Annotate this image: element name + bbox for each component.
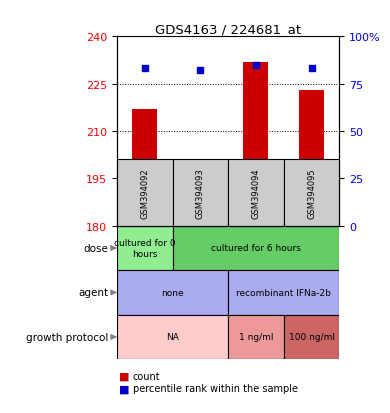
Text: GSM394094: GSM394094 [252, 168, 261, 218]
Bar [228, 159, 284, 226]
Text: recombinant IFNa-2b: recombinant IFNa-2b [236, 288, 331, 297]
Bar [132, 109, 157, 226]
Text: ■: ■ [119, 371, 129, 381]
Text: growth protocol: growth protocol [26, 332, 109, 342]
Text: GSM394092: GSM394092 [140, 168, 149, 218]
Text: 1 ng/ml: 1 ng/ml [239, 332, 273, 342]
Text: GSM394095: GSM394095 [307, 168, 316, 218]
Bar [228, 271, 339, 315]
Bar [228, 315, 284, 359]
Text: NA: NA [166, 332, 179, 342]
Bar [117, 315, 228, 359]
Bar [117, 159, 173, 226]
Bar [117, 226, 173, 271]
Text: count: count [133, 371, 160, 381]
Text: agent: agent [78, 288, 109, 298]
Text: percentile rank within the sample: percentile rank within the sample [133, 383, 298, 393]
Text: dose: dose [84, 243, 109, 253]
Bar [299, 91, 324, 226]
Bar [188, 201, 213, 226]
Bar [243, 62, 268, 226]
Bar [173, 226, 339, 271]
Text: 100 ng/ml: 100 ng/ml [289, 332, 335, 342]
Bar [173, 159, 228, 226]
Bar [117, 271, 228, 315]
Bar [284, 159, 339, 226]
Text: cultured for 6 hours: cultured for 6 hours [211, 244, 301, 253]
Text: ■: ■ [119, 383, 129, 393]
Text: GSM394093: GSM394093 [196, 168, 205, 218]
Bar [284, 315, 339, 359]
Text: none: none [161, 288, 184, 297]
Text: GDS4163 / 224681_at: GDS4163 / 224681_at [155, 23, 301, 36]
Text: cultured for 0
hours: cultured for 0 hours [114, 239, 176, 258]
